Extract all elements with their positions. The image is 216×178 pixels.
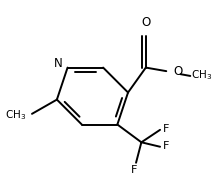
Text: F: F xyxy=(163,141,169,151)
Text: O: O xyxy=(141,16,151,29)
Text: F: F xyxy=(163,124,169,134)
Text: CH$_3$: CH$_3$ xyxy=(191,69,212,82)
Text: CH$_3$: CH$_3$ xyxy=(5,108,27,122)
Text: N: N xyxy=(54,57,63,70)
Text: F: F xyxy=(131,165,137,175)
Text: O: O xyxy=(174,65,183,78)
